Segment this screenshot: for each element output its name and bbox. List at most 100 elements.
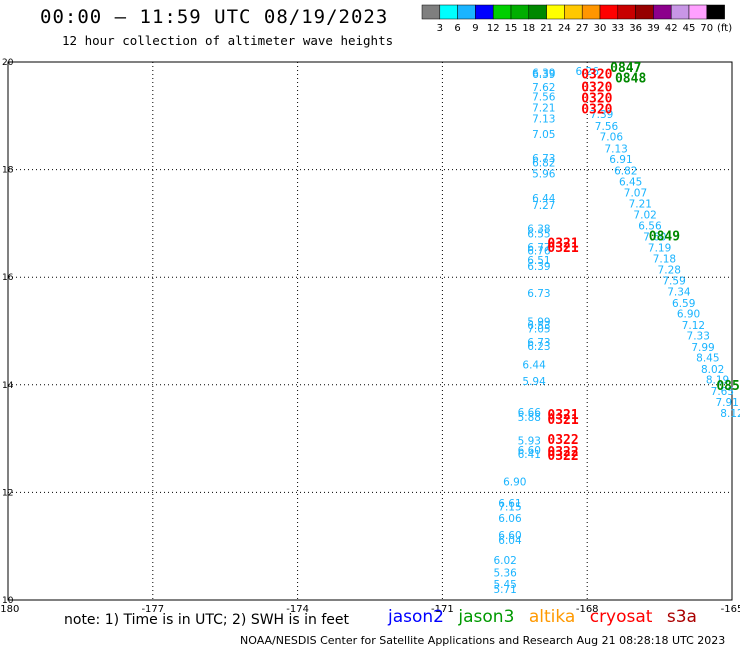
x-tick-label: -174 [286,604,309,615]
x-tick-label: -171 [431,604,454,615]
wave-height-label: 7.07 [624,188,647,200]
y-tick-label: 20 [2,58,14,68]
colorbar-swatch [510,4,530,20]
wave-height-label: 6.44 [532,193,556,205]
wave-height-label: 6.06 [498,513,522,525]
wave-height-label: 7.56 [595,121,619,133]
wave-height-label: 6.23 [527,341,550,353]
wave-height-label: 6.90 [677,309,700,321]
plot-border [7,61,733,601]
wave-height-label: 7.13 [604,143,627,155]
wave-height-label: 6.66 [518,407,542,419]
wave-height-label: 6.60 [498,530,521,542]
colorbar-label: 21 [540,23,553,34]
wave-height-label: 7.60 [643,232,666,244]
wave-height-label: 7.02 [633,210,656,222]
x-tick-label: -177 [141,604,164,615]
colorbar-label: 42 [665,23,678,34]
wave-height-label: 5.93 [518,436,541,448]
wave-height-label: 6.60 [518,445,541,457]
colorbar-swatch [599,4,619,20]
wave-height-label: 6.53 [527,320,550,332]
wave-height-label: 7.15 [498,502,521,514]
chart-subtitle: 12 hour collection of altimeter wave hei… [62,33,394,48]
colorbar-label: 15 [505,23,518,34]
wave-height-label: 6.90 [503,476,526,488]
wave-height-label: 7.39 [590,109,613,121]
wave-height-label: 6.26 [576,66,600,78]
colorbar-swatch [670,4,690,20]
wave-height-label: 7.12 [682,320,705,332]
y-tick-label: 10 [2,596,14,606]
time-label: 0847 [610,61,641,76]
colorbar-label: 24 [558,23,571,34]
wave-height-label: 8.19 [706,375,729,387]
x-tick-label: -180 [0,604,19,615]
colorbar-swatch [439,4,458,20]
time-label: 0849 [649,230,680,245]
wave-height-label: 7.62 [532,82,555,94]
colorbar-swatch [528,4,547,20]
wave-height-label: 5.96 [532,169,556,181]
wave-height-label: 6.73 [532,153,555,165]
wave-height-label: 5.36 [493,567,517,579]
wave-height-label: 7.91 [715,397,738,409]
colorbar-label: 39 [647,23,660,34]
colorbar-label: (ft) [717,23,732,34]
time-label: 0848 [615,71,646,86]
plot-frame [7,61,733,601]
wave-height-label: 7.21 [629,198,652,210]
colorbar-swatch [688,4,708,20]
wave-height-label: 8.45 [696,353,719,365]
colorbar-swatch [546,4,565,20]
legend-altika: altika [528,607,576,627]
colorbar-swatch [475,4,494,20]
wave-height-label: 5.45 [493,579,516,591]
gridlines [8,62,732,600]
time-label: 0322 [547,449,578,464]
wave-height-label: 6.45 [619,177,642,189]
colorbar-label: 3 [437,23,443,34]
wave-height-label: 6.51 [527,255,550,267]
legend-s3a: s3a [666,607,697,627]
colorbar: 3 6 9 12 15 18 21 24 27 30 33 36 39 42 45 70 (ft) [421,4,732,34]
wave-height-label: 6.39 [532,69,555,81]
wave-height-label: 8.12 [720,408,740,420]
colorbar-label: 33 [611,23,624,34]
time-label: 0320 [581,103,612,118]
tick-labels: -180 -177 -174 -171 -168 -165 10 12 14 16 18 20 [0,58,740,615]
time-label: 0320 [581,81,612,96]
wave-height-label: 7.99 [691,342,714,354]
colorbar-swatch [492,4,512,20]
y-tick-label: 18 [2,166,14,176]
wave-height-label: 6.02 [493,555,516,567]
colorbar-swatch [457,4,476,20]
time-label: 0322 [547,445,578,460]
wave-height-label: 7.06 [600,132,624,144]
colorbar-swatch [564,4,583,20]
wave-height-label: 6.44 [522,360,546,372]
wave-height-label: 7.05 [527,324,550,336]
wave-height-label: 6.41 [518,449,541,461]
wave-height-label: 6.59 [672,298,695,310]
data-markers: 6.396.39 6.267.627.567.217.137.056.736.82… [493,61,740,596]
time-label: 0321 [547,408,578,423]
colorbar-label: 9 [472,23,478,34]
wave-height-label: 6.61 [498,498,521,510]
y-tick-label: 14 [2,381,14,391]
wave-height-label: 6.55 [527,228,550,240]
wave-height-label: 7.05 [532,129,555,141]
colorbar-swatch [653,4,672,20]
legend-cryosat: cryosat [589,607,653,627]
wave-height-label: 5.94 [522,376,546,388]
time-label: 0321 [547,413,578,428]
y-tick-label: 12 [2,488,13,498]
chart-title: 00:00 – 11:59 UTC 08/19/2023 [40,6,389,28]
legend-jason3: jason3 [458,607,515,627]
units-note: note: 1) Time is in UTC; 2) SWH is in fe… [64,612,350,628]
wave-height-label: 6.73 [527,288,550,300]
wave-height-label: 6.82 [614,165,637,177]
colorbar-label: 18 [522,23,535,34]
wave-height-label: 7.21 [532,102,555,114]
